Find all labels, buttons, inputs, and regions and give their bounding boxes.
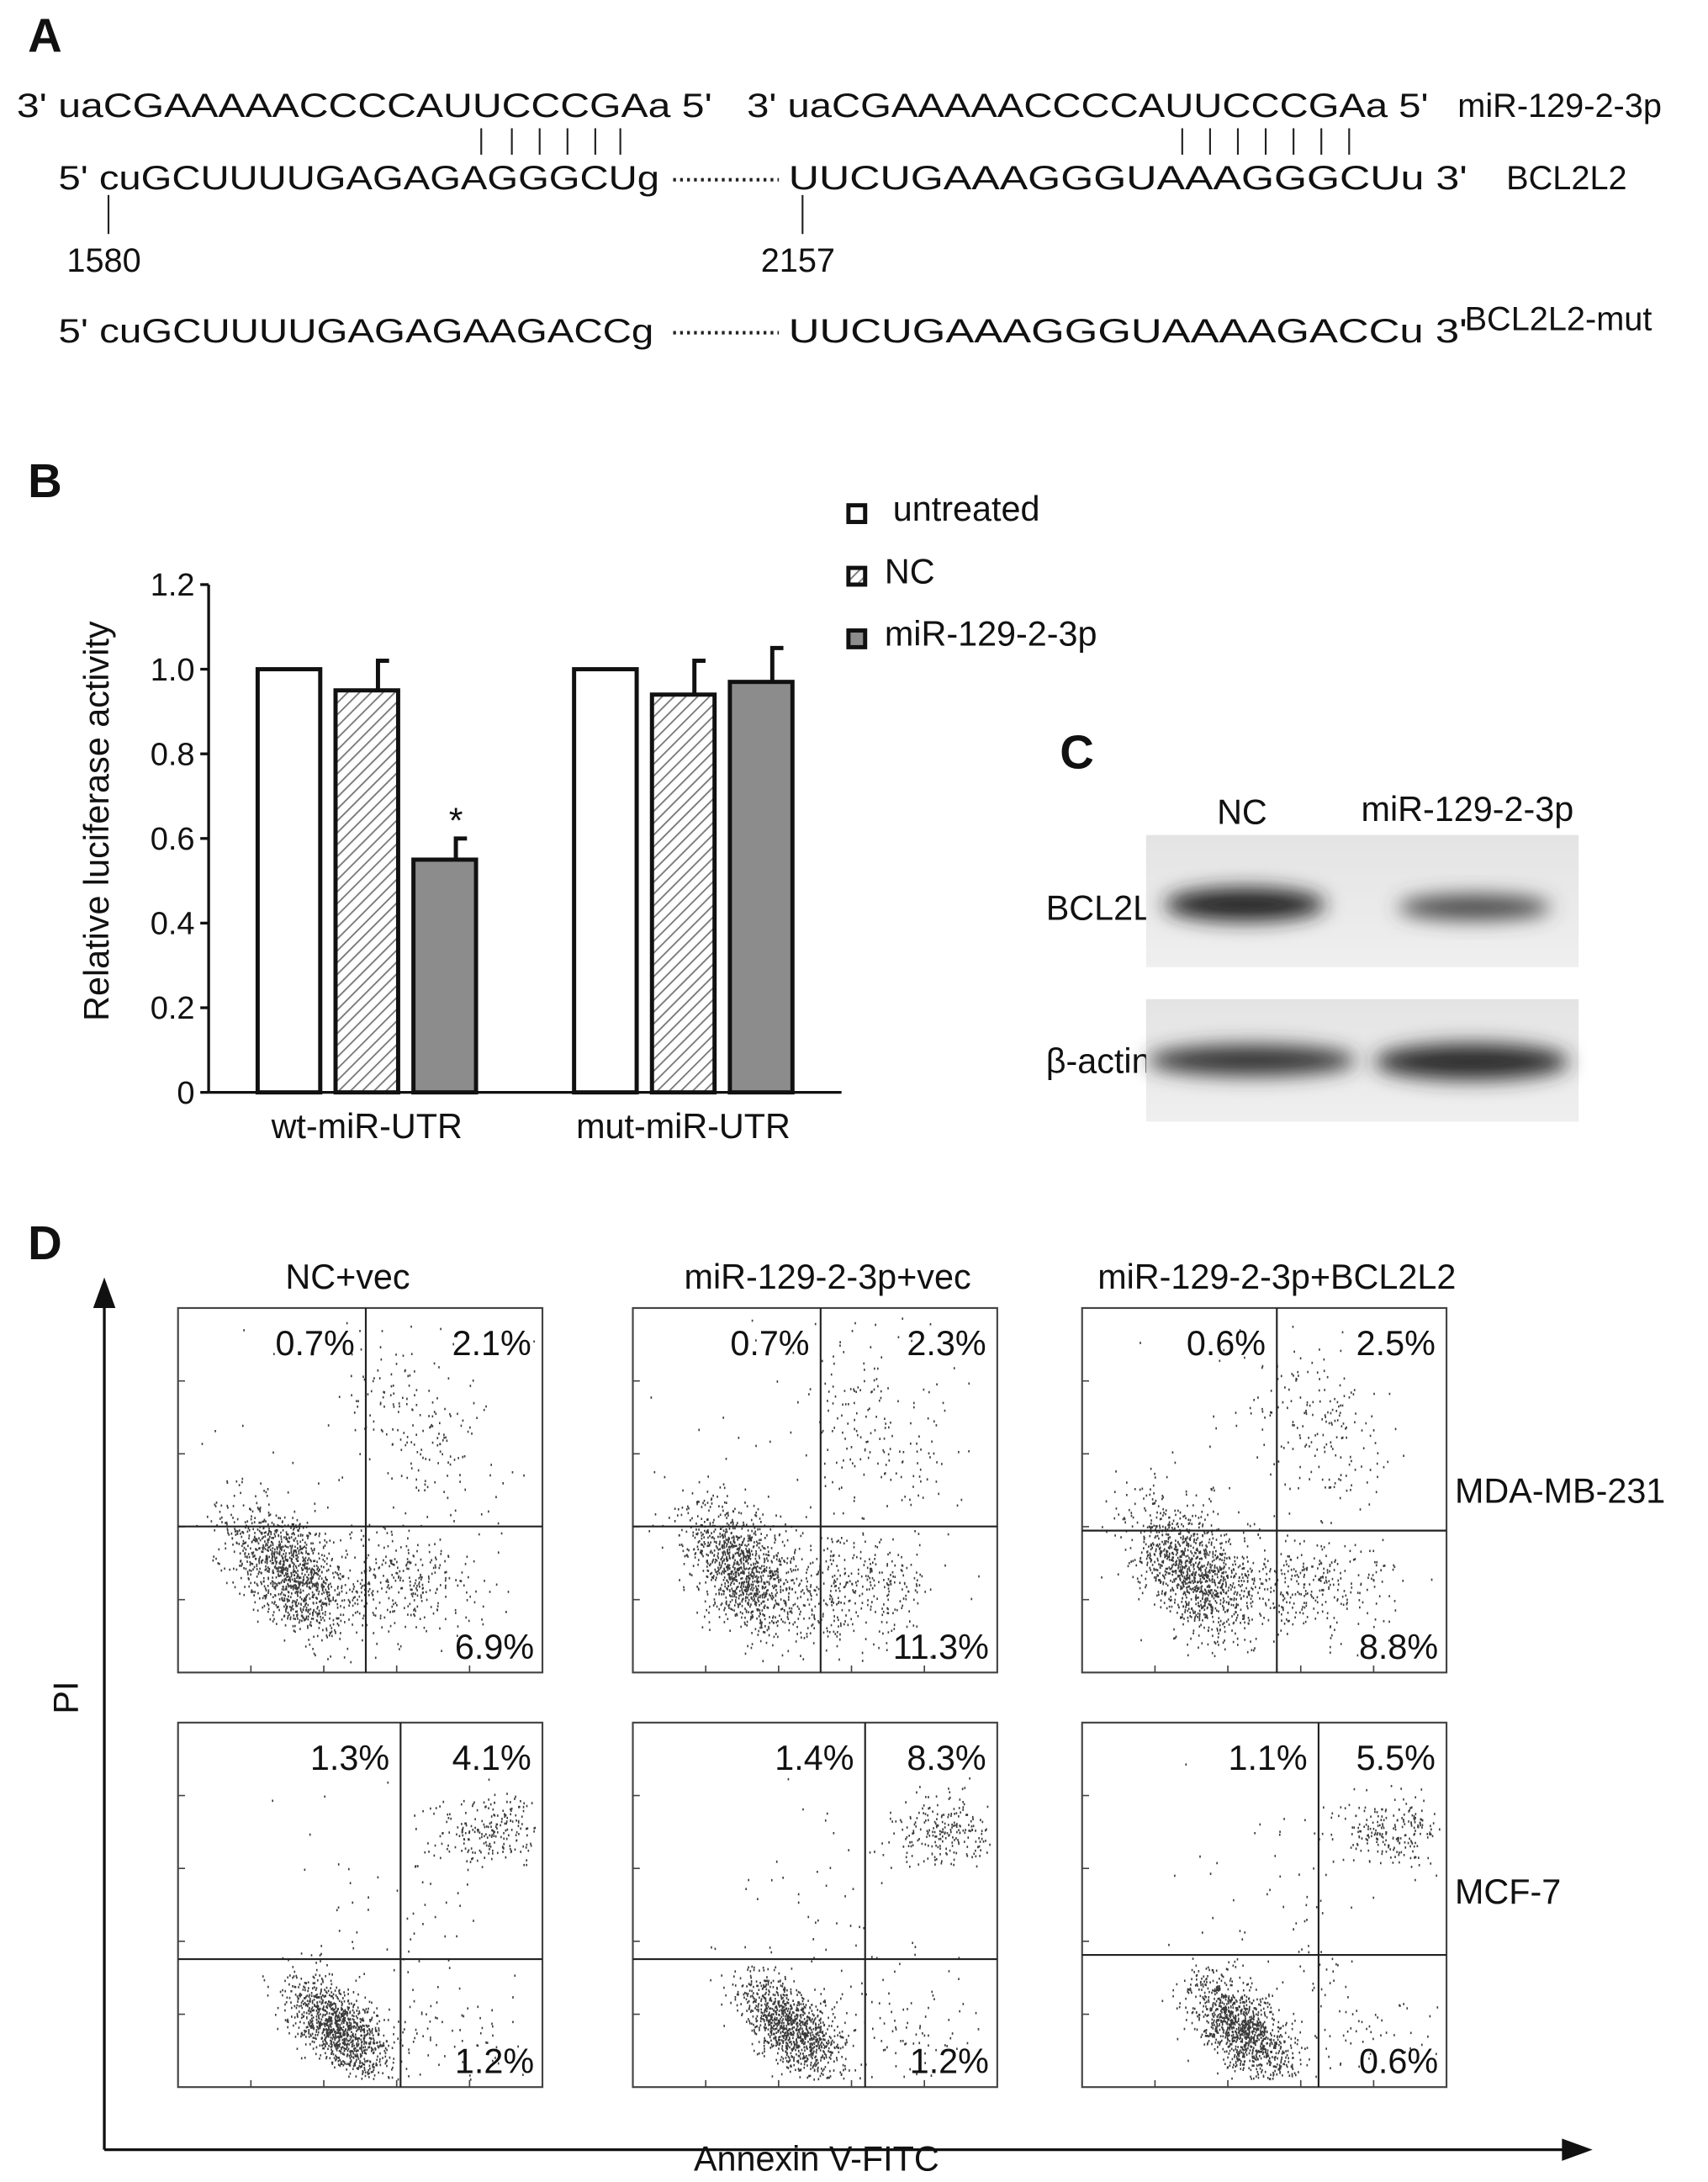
- bar: [255, 667, 323, 1095]
- legend-swatch: [846, 628, 868, 649]
- lane-label: NC: [1217, 792, 1267, 831]
- panel-label: A: [28, 9, 62, 62]
- y-tick-label: 0.8: [151, 737, 195, 772]
- legend-swatch: [846, 565, 868, 587]
- quadrant-percent: 5.5%: [1356, 1739, 1436, 1777]
- target-name: BCL2L2: [1506, 160, 1626, 197]
- y-tick-label: 0.2: [151, 991, 195, 1026]
- y-tick-label: 0: [177, 1076, 194, 1111]
- plot-frame: [1081, 1306, 1448, 1674]
- error-bar: [692, 659, 706, 695]
- error-bar: [375, 659, 389, 691]
- lane-label: miR-129-2-3p: [1362, 790, 1574, 829]
- event-cloud: [1101, 1325, 1433, 1658]
- plot-ticks: [1081, 1380, 1375, 1673]
- plot-frame: [632, 1721, 998, 2089]
- quadrant-percent: 1.2%: [455, 2042, 534, 2081]
- significance-mark: *: [449, 801, 463, 841]
- event-cloud: [196, 1321, 535, 1664]
- flow-plots: NC+vec miR-129-2-3p+vec miR-129-2-3p+BCL2L…: [177, 1258, 1665, 2089]
- quadrant-percent: 1.4%: [775, 1739, 854, 1777]
- quadrant-percent: 2.3%: [907, 1324, 986, 1363]
- legend-swatch: [846, 503, 868, 525]
- column-title: NC+vec: [285, 1258, 410, 1296]
- quadrant-percent: 1.1%: [1228, 1739, 1307, 1777]
- plot-frame: [632, 1306, 998, 1674]
- column-title: miR-129-2-3p+BCL2L2: [1097, 1258, 1456, 1296]
- plot-ticks: [632, 1794, 926, 2088]
- mirna-sequence: 3' uaCGAAAAACCCCAUUCCCGAa 5': [17, 87, 712, 124]
- quadrant-percent: 6.9%: [455, 1628, 534, 1666]
- quadrant-percent: 2.1%: [452, 1324, 531, 1363]
- quadrant-percent: 8.8%: [1359, 1628, 1438, 1666]
- mutant-sequence: 5' cuGCUUUUGAGAGAAGACCg: [58, 313, 653, 350]
- legend-label: untreated: [893, 490, 1040, 528]
- bar: [727, 680, 795, 1095]
- quadrant-percent: 0.7%: [730, 1324, 809, 1363]
- panel-label: C: [1060, 725, 1094, 778]
- position-label: 1580: [66, 242, 140, 279]
- target-sequence: UUCUGAAAGGGUAAAGGGCUu 3': [789, 160, 1467, 197]
- event-cloud: [262, 1778, 537, 2081]
- x-tick-label: mut-miR-UTR: [576, 1107, 791, 1146]
- bar: [333, 688, 400, 1095]
- panel-label: B: [28, 454, 62, 507]
- plot-frame: [1081, 1721, 1448, 2089]
- bar-chart: 0 0.2 0.4 0.6 0.8 1.0 1.2 wt-miR-UTR * mut-miR-UT…: [151, 490, 1097, 1146]
- y-tick-label: 1.0: [151, 653, 195, 688]
- mutant-name: BCL2L2-mut: [1465, 300, 1652, 337]
- event-cloud: [1161, 1763, 1441, 2081]
- quadrant-percent: 11.3%: [893, 1628, 989, 1666]
- x-tick-label: wt-miR-UTR: [271, 1107, 463, 1146]
- y-tick-label: 0.4: [151, 907, 195, 942]
- quadrant-percent: 1.2%: [910, 2042, 989, 2081]
- mirna-name: miR-129-2-3p: [1457, 87, 1662, 124]
- y-axis-label: Relative luciferase activity: [77, 621, 116, 1021]
- western-blot: [1145, 834, 1579, 1122]
- column-title: miR-129-2-3p+vec: [685, 1258, 971, 1296]
- plot-ticks: [1081, 1794, 1375, 2088]
- mirna-sequence: 3' uaCGAAAAACCCCAUUCCCGAa 5': [747, 87, 1428, 124]
- bar: [572, 667, 639, 1095]
- row-label: MDA-MB-231: [1455, 1472, 1665, 1511]
- panel-label: D: [28, 1216, 62, 1269]
- event-cloud: [710, 1777, 991, 2081]
- legend-label: miR-129-2-3p: [885, 615, 1097, 654]
- quadrant-percent: 4.1%: [452, 1739, 531, 1777]
- quadrant-percent: 2.5%: [1356, 1324, 1436, 1363]
- error-bar: [769, 645, 784, 682]
- mutant-sequence: UUCUGAAAGGGUAAAAGACCu 3': [789, 313, 1467, 350]
- base-pairing: [480, 128, 1351, 155]
- plot-frame: [177, 1306, 544, 1674]
- plot-ticks: [177, 1794, 471, 2088]
- quadrant-percent: 0.6%: [1187, 1324, 1266, 1363]
- bar: [649, 692, 717, 1095]
- target-sequence: 5' cuGCUUUUGAGAGAGGGCUg: [58, 160, 658, 197]
- y-tick-label: 1.2: [151, 568, 195, 603]
- error-bar: [453, 836, 468, 860]
- quadrant-percent: 8.3%: [907, 1739, 986, 1777]
- bar: [411, 857, 479, 1095]
- blot-row-label: β-actin: [1046, 1041, 1151, 1080]
- legend-label: NC: [885, 552, 935, 591]
- quadrant-percent: 0.6%: [1359, 2042, 1438, 2081]
- flow-axes: [93, 1277, 1593, 2161]
- y-axis-label: PI: [47, 1682, 86, 1714]
- row-label: MCF-7: [1455, 1872, 1561, 1911]
- x-axis-label: Annexin V-FITC: [694, 2139, 939, 2178]
- quadrant-percent: 1.3%: [310, 1739, 389, 1777]
- y-tick-label: 0.6: [151, 822, 195, 857]
- quadrant-percent: 0.7%: [276, 1324, 355, 1363]
- position-label: 2157: [761, 242, 835, 279]
